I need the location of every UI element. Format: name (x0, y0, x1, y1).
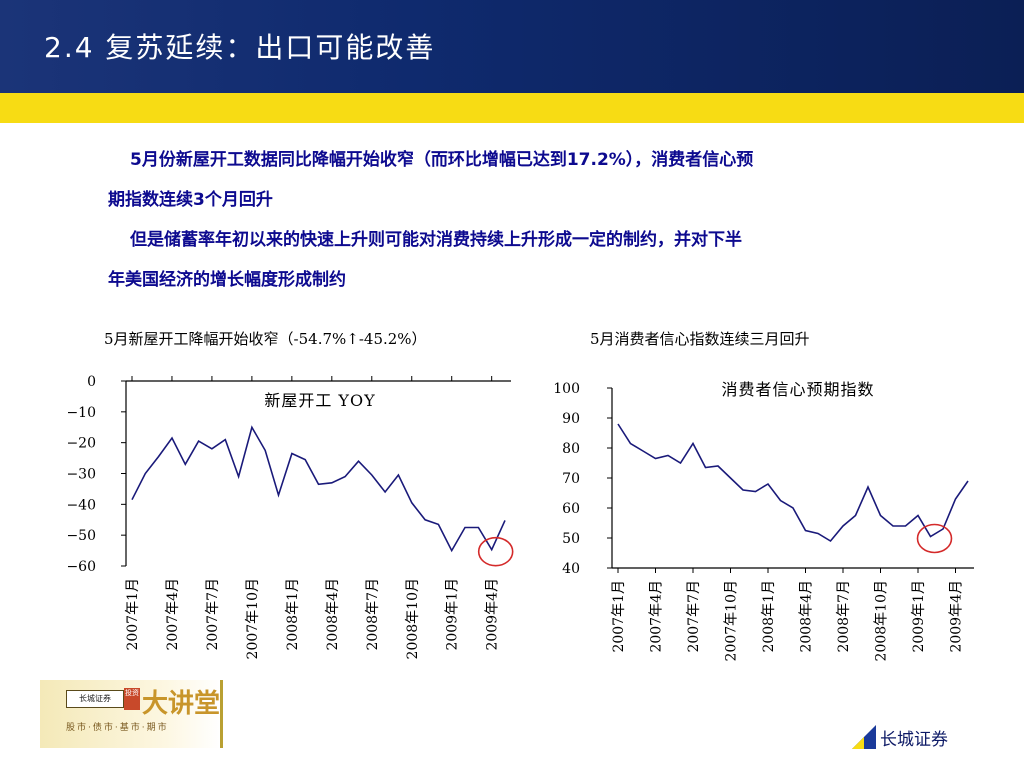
y-tick-label: 0 (87, 374, 96, 390)
series-line (131, 425, 506, 553)
x-tick-label: 2008年1月 (761, 580, 777, 653)
x-tick-label: 2007年4月 (649, 580, 665, 653)
y-tick-label: −50 (66, 528, 96, 544)
para1-line2: 期指数连续3个月回升 (108, 190, 273, 210)
right-chart-caption: 5月消费者信心指数连续三月回升 (590, 330, 810, 348)
y-tick-label: 50 (562, 531, 580, 547)
x-tick-label: 2008年7月 (365, 578, 381, 651)
x-tick-label: 2008年10月 (874, 580, 890, 661)
chart-inner-title: 消费者信心预期指数 (721, 380, 874, 399)
logo-tag-text: 投资 (124, 688, 140, 710)
left-chart-caption: 5月新屋开工降幅开始收窄（-54.7%↑-45.2%） (104, 330, 427, 348)
x-tick-label: 2007年4月 (165, 578, 181, 651)
x-tick-label: 2007年10月 (724, 580, 740, 661)
brand: 长城证券 (852, 724, 948, 750)
y-tick-label: 90 (562, 411, 580, 427)
x-tick-label: 2007年1月 (125, 578, 141, 651)
x-tick-label: 2007年7月 (205, 578, 221, 651)
x-tick-label: 2009年1月 (445, 578, 461, 651)
x-tick-label: 2008年1月 (285, 578, 301, 651)
x-tick-label: 2008年7月 (836, 580, 852, 653)
housing-starts-chart: 0 −10 −20 −30 −40 −50 −60 2007年1月 2007年4月 2007年7月… (66, 374, 514, 659)
logo-main-text: 大讲堂 (142, 689, 221, 719)
y-tick-label: 80 (562, 441, 580, 457)
y-tick-label: 60 (562, 501, 580, 517)
header-accent-band (0, 93, 1024, 123)
footer-logo: 长城证券 投资 大讲堂 股市·债市·基市·期市 (40, 680, 223, 748)
y-tick-label: −60 (66, 559, 96, 575)
x-tick-label: 2009年4月 (485, 578, 501, 651)
highlight-circle (916, 523, 953, 554)
para2-line1: 但是储蓄率年初以来的快速上升则可能对消费持续上升形成一定的制约，并对下半 (130, 230, 742, 250)
x-tick-label: 2008年10月 (405, 578, 421, 659)
y-tick-label: −40 (66, 497, 96, 513)
y-tick-label: −30 (66, 467, 96, 483)
x-tick-label: 2008年4月 (325, 578, 341, 651)
y-tick-label: 70 (562, 471, 580, 487)
para1-line1: 5月份新屋开工数据同比降幅开始收窄（而环比增幅已达到17.2%），消费者信心预 (130, 150, 754, 170)
logo-box-text: 长城证券 (66, 690, 124, 708)
para2-line2: 年美国经济的增长幅度形成制约 (108, 270, 346, 290)
brand-mark-icon (852, 725, 876, 749)
y-tick-label: −20 (66, 436, 96, 452)
y-tick-label: 40 (562, 561, 580, 577)
x-tick-label: 2007年1月 (611, 580, 627, 653)
logo-sub-text: 股市·债市·基市·期市 (66, 723, 169, 733)
body-text: 5月份新屋开工数据同比降幅开始收窄（而环比增幅已达到17.2%），消费者信心预 … (108, 140, 958, 300)
x-tick-label: 2007年7月 (686, 580, 702, 653)
x-tick-label: 2008年4月 (799, 580, 815, 653)
x-tick-label: 2007年10月 (245, 578, 261, 659)
x-tick-label: 2009年4月 (949, 580, 965, 653)
x-tick-label: 2009年1月 (911, 580, 927, 653)
series-line (617, 423, 969, 543)
chart-inner-title: 新屋开工 YOY (264, 391, 375, 410)
consumer-confidence-chart: 100 90 80 70 60 50 40 2007年1月 2007年4月 2007年7月 2007… (553, 380, 974, 661)
y-tick-label: −10 (66, 405, 96, 421)
highlight-circle (477, 536, 514, 567)
y-tick-label: 100 (553, 381, 580, 397)
header-bar: 2.4 复苏延续：出口可能改善 (0, 0, 1024, 93)
brand-name: 长城证券 (880, 729, 948, 750)
page-title: 2.4 复苏延续：出口可能改善 (44, 31, 436, 64)
